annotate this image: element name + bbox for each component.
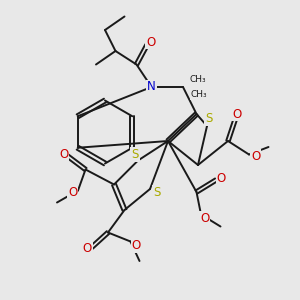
Text: S: S — [131, 148, 139, 161]
Text: O: O — [59, 148, 68, 161]
Text: CH₃: CH₃ — [190, 90, 207, 99]
Text: S: S — [205, 112, 212, 125]
Text: O: O — [232, 107, 242, 121]
Text: O: O — [217, 172, 226, 185]
Text: N: N — [147, 80, 156, 94]
Text: O: O — [132, 238, 141, 252]
Text: O: O — [146, 35, 155, 49]
Text: O: O — [200, 212, 209, 225]
Text: O: O — [251, 149, 260, 163]
Text: CH₃: CH₃ — [190, 75, 206, 84]
Text: O: O — [82, 242, 91, 256]
Text: S: S — [153, 186, 160, 199]
Text: O: O — [68, 185, 77, 199]
